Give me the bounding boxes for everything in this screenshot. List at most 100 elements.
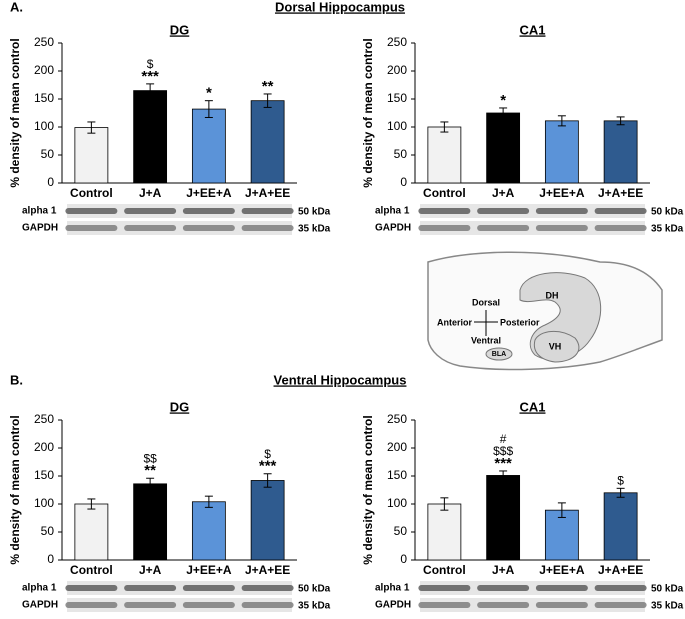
x-tick-label: J+A+EE — [245, 186, 290, 200]
x-tick-label: J+A+EE — [245, 563, 290, 577]
bar — [486, 112, 521, 184]
error-bar — [204, 495, 213, 508]
blot-size-label: 50 kDa — [298, 584, 331, 595]
chart-title: CA1 — [519, 22, 545, 37]
blot-band — [594, 602, 647, 608]
section-title: Ventral Hippocampus — [274, 372, 407, 387]
significance-label: $$$ — [493, 444, 513, 458]
blot-band — [65, 585, 118, 591]
blot-band — [124, 225, 177, 231]
chart-title: DG — [170, 399, 190, 414]
error-bar — [440, 497, 449, 511]
blot-row-label: alpha 1 — [375, 583, 410, 594]
bla-region — [485, 347, 513, 361]
bar — [191, 108, 226, 184]
significance-label: # — [500, 432, 507, 446]
x-tick-label: J+A — [139, 563, 162, 577]
bar — [427, 503, 462, 561]
error-bar — [263, 93, 272, 108]
y-tick-label: 150 — [34, 468, 54, 482]
diagram-label: Ventral — [471, 335, 501, 345]
bar — [603, 492, 638, 561]
blot-band — [182, 208, 235, 214]
y-tick-label: 0 — [47, 552, 54, 566]
significance-label: *** — [494, 455, 512, 472]
x-tick-label: J+EE+A — [539, 186, 585, 200]
blot-band — [241, 602, 294, 608]
y-tick-label: 200 — [387, 63, 407, 77]
blot-row-label: GAPDH — [22, 600, 58, 611]
section-title: Dorsal Hippocampus — [275, 0, 405, 14]
diagram-label: VH — [549, 341, 562, 351]
blot-size-label: 35 kDa — [651, 224, 684, 235]
chart-title: CA1 — [519, 399, 545, 414]
error-bar — [146, 83, 155, 98]
blot-band — [241, 208, 294, 214]
bar — [544, 120, 579, 184]
bar — [191, 501, 226, 561]
y-tick-label: 200 — [387, 440, 407, 454]
blot-band — [418, 585, 471, 591]
error-bar — [499, 470, 508, 481]
x-tick-label: J+A+EE — [598, 563, 643, 577]
y-tick-label: 50 — [41, 524, 55, 538]
blot-size-label: 35 kDa — [298, 224, 331, 235]
blot-size-label: 50 kDa — [651, 584, 684, 595]
bar — [544, 509, 579, 561]
blot-strip — [420, 598, 645, 612]
y-tick-label: 100 — [387, 119, 407, 133]
x-tick-label: J+EE+A — [186, 563, 232, 577]
blot-band — [535, 585, 588, 591]
blot-band — [535, 602, 588, 608]
y-axis-label: % density of mean control — [361, 415, 375, 564]
blot-size-label: 50 kDa — [298, 207, 331, 218]
y-tick-label: 200 — [34, 63, 54, 77]
blot-row-label: alpha 1 — [375, 206, 410, 217]
blot-band — [182, 602, 235, 608]
y-tick-label: 0 — [47, 175, 54, 189]
diagram-label: BLA — [492, 351, 506, 358]
error-bar — [146, 477, 155, 490]
significance-label: $ — [264, 447, 271, 461]
y-axis-label: % density of mean control — [361, 38, 375, 187]
y-tick-label: 250 — [387, 35, 407, 49]
y-tick-label: 50 — [394, 524, 408, 538]
blot-band — [65, 602, 118, 608]
significance-label: $$ — [143, 451, 157, 465]
error-bar — [616, 487, 625, 498]
error-bar — [87, 498, 96, 510]
bar — [486, 475, 521, 561]
y-tick-label: 250 — [387, 412, 407, 426]
significance-label: ** — [262, 78, 274, 95]
blot-strip — [420, 204, 645, 218]
blot-row-label: GAPDH — [375, 600, 411, 611]
section-label: B. — [10, 372, 23, 387]
blot-strip — [67, 204, 292, 218]
blot-band — [418, 208, 471, 214]
blot-size-label: 50 kDa — [651, 207, 684, 218]
error-bar — [440, 121, 449, 133]
bar — [74, 127, 109, 184]
x-tick-label: J+A — [492, 563, 515, 577]
x-tick-label: J+EE+A — [186, 186, 232, 200]
blot-band — [241, 225, 294, 231]
blot-strip — [420, 221, 645, 235]
y-axis-label: % density of mean control — [8, 415, 22, 564]
x-tick-label: J+A+EE — [598, 186, 643, 200]
blot-band — [124, 208, 177, 214]
brain-diagram — [427, 251, 663, 371]
blot-size-label: 35 kDa — [298, 601, 331, 612]
significance-label: $ — [617, 473, 624, 487]
blot-strip — [67, 598, 292, 612]
blot-row-label: GAPDH — [375, 223, 411, 234]
y-tick-label: 100 — [34, 119, 54, 133]
y-tick-label: 250 — [34, 35, 54, 49]
significance-label: * — [500, 92, 506, 109]
bar — [250, 100, 285, 184]
blot-band — [65, 208, 118, 214]
y-tick-label: 200 — [34, 440, 54, 454]
diagram-label: DH — [546, 290, 559, 300]
blot-band — [477, 585, 530, 591]
blot-row-label: GAPDH — [22, 223, 58, 234]
blot-band — [124, 602, 177, 608]
